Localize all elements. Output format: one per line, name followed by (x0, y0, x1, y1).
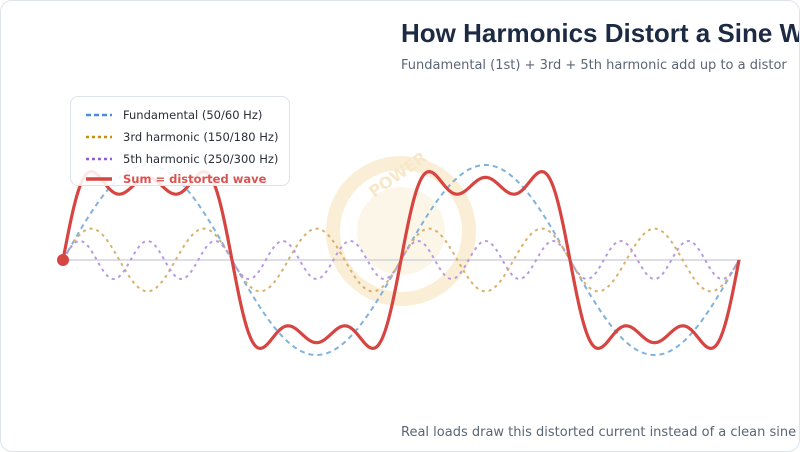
watermark-logo: POWER (326, 148, 476, 306)
legend-label: 5th harmonic (250/300 Hz) (123, 152, 279, 166)
legend-item-fundamental: Fundamental (50/60 Hz) (85, 106, 262, 124)
page-subtitle: Fundamental (1st) + 3rd + 5th harmonic a… (401, 58, 787, 73)
footer-caption: Real loads draw this distorted current i… (401, 425, 800, 440)
legend-item-third: 3rd harmonic (150/180 Hz) (85, 128, 278, 146)
legend-swatch-third (86, 135, 112, 139)
chart-legend: Fundamental (50/60 Hz) 3rd harmonic (150… (70, 96, 290, 186)
legend-swatch-sum (86, 177, 112, 181)
legend-item-sum: Sum = distorted wave (85, 172, 266, 186)
legend-label: Fundamental (50/60 Hz) (123, 108, 263, 122)
legend-swatch-fundamental (86, 113, 112, 117)
legend-label: 3rd harmonic (150/180 Hz) (123, 130, 279, 144)
sum-start-point (57, 254, 69, 266)
legend-swatch-fifth (86, 157, 112, 161)
distorted-sum-wave-line (61, 170, 741, 350)
legend-item-fifth: 5th harmonic (250/300 Hz) (85, 150, 278, 168)
legend-label: Sum = distorted wave (123, 172, 267, 186)
page-title: How Harmonics Distort a Sine W (401, 18, 800, 48)
